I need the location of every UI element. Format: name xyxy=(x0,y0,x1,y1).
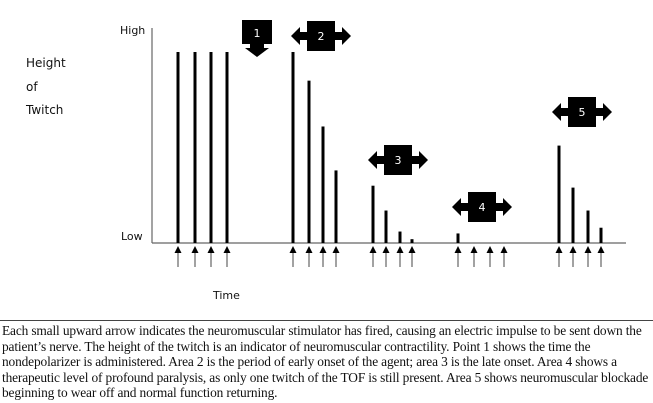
stimulus-arrow-icon xyxy=(289,246,297,253)
twitch-bar xyxy=(557,145,561,243)
stimulus-arrow-icon xyxy=(191,246,199,253)
stimulus-arrow-icon xyxy=(396,246,404,253)
stimulus-arrow-icon xyxy=(584,246,592,253)
y-axis-label-line-1: Height xyxy=(26,56,66,70)
x-axis-label: Time xyxy=(212,289,240,302)
stimulus-arrow-icon xyxy=(408,246,416,253)
stimulus-arrow-icon xyxy=(555,246,563,253)
stimulus-arrow-icon xyxy=(470,246,478,253)
point-1-label: 1 xyxy=(254,27,261,40)
y-axis-label-line-2: of xyxy=(26,80,38,94)
twitch-bar xyxy=(371,185,375,243)
area-4-label: 4 xyxy=(479,201,486,214)
twitch-bar xyxy=(571,187,575,243)
twitch-bar xyxy=(456,233,460,243)
stimulus-arrow-icon xyxy=(319,246,327,253)
stimulus-arrow-icon xyxy=(174,246,182,253)
area-2-label: 2 xyxy=(318,30,325,43)
stimulus-arrow-icon xyxy=(500,246,508,253)
twitch-bar xyxy=(291,52,295,243)
twitch-bar xyxy=(225,52,229,243)
twitch-bar xyxy=(334,170,338,243)
twitch-bar xyxy=(410,239,414,243)
stimulus-arrow-icon xyxy=(597,246,605,253)
stimulus-arrow-icon xyxy=(486,246,494,253)
y-axis-label-line-3: Twitch xyxy=(26,103,64,117)
twitch-bar xyxy=(209,52,213,243)
area-2-double-arrow-icon xyxy=(291,21,351,51)
twitch-diagram: High Low Time 2 3 4 5 1 xyxy=(120,20,626,302)
caption-divider xyxy=(0,320,653,321)
twitch-bar xyxy=(398,231,402,243)
twitch-bar xyxy=(307,80,311,244)
stimulus-arrow-icon xyxy=(569,246,577,253)
y-tick-high: High xyxy=(120,24,145,37)
twitch-bar xyxy=(321,126,325,243)
stimulus-arrow-icon xyxy=(369,246,377,253)
point-1-down-arrow-icon xyxy=(242,20,272,57)
area-3-label: 3 xyxy=(395,154,402,167)
area-5-label: 5 xyxy=(579,106,586,119)
twitch-bar xyxy=(193,52,197,243)
stimulus-arrow-icon xyxy=(223,246,231,253)
stimulus-arrow-icon xyxy=(207,246,215,253)
area-5-double-arrow-icon xyxy=(552,97,612,127)
stimulus-arrow-icon xyxy=(454,246,462,253)
stimulus-arrow-icon xyxy=(305,246,313,253)
twitch-bar xyxy=(384,210,388,243)
stimulus-arrow-icon xyxy=(332,246,340,253)
twitch-bar xyxy=(599,227,603,243)
figure-caption: Each small upward arrow indicates the ne… xyxy=(2,323,649,401)
area-3-double-arrow-icon xyxy=(368,145,428,175)
twitch-bar xyxy=(176,52,180,243)
stimulus-arrow-icon xyxy=(382,246,390,253)
y-tick-low: Low xyxy=(121,230,143,243)
twitch-bar xyxy=(586,210,590,243)
area-4-double-arrow-icon xyxy=(452,192,512,222)
